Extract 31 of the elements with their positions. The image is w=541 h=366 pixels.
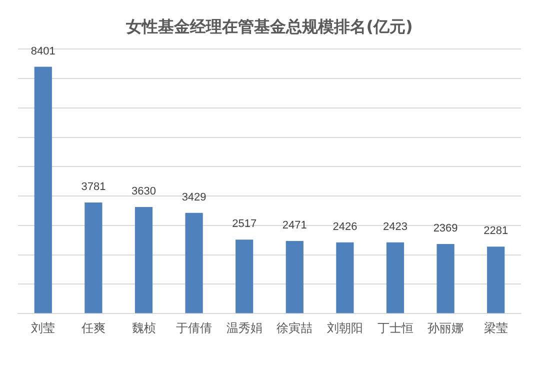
x-tick-label: 梁莹 — [484, 320, 508, 335]
data-label: 3781 — [81, 181, 106, 194]
data-label: 8401 — [30, 45, 56, 58]
x-tick-label: 刘朝阳 — [326, 320, 363, 335]
x-tick-label: 于倩倩 — [176, 320, 212, 335]
data-label: 2471 — [282, 220, 307, 232]
data-label: 3630 — [132, 185, 156, 198]
bar — [185, 212, 203, 314]
data-label: 3429 — [182, 191, 206, 204]
chart-title: 女性基金经理在管基金总规模排名(亿元) — [125, 16, 413, 36]
data-label: 2426 — [332, 220, 358, 233]
x-tick-label: 魏桢 — [132, 320, 156, 335]
bar — [84, 202, 102, 314]
bar — [236, 240, 254, 314]
bar — [134, 206, 153, 314]
data-label: 2281 — [484, 225, 508, 238]
data-label: 2423 — [383, 220, 408, 233]
bar — [386, 242, 404, 314]
x-tick-label: 丁士恒 — [377, 320, 414, 335]
x-tick-label: 孙丽娜 — [428, 320, 464, 335]
bar — [286, 241, 304, 314]
data-label: 2517 — [232, 218, 257, 230]
bar — [436, 244, 454, 314]
x-tick-label: 徐寅喆 — [276, 320, 313, 335]
bar — [34, 66, 52, 314]
x-tick-label: 温秀娟 — [226, 320, 262, 335]
data-label: 2369 — [433, 222, 458, 235]
x-tick-label: 任爽 — [80, 320, 106, 335]
bar — [336, 242, 354, 314]
bar — [487, 246, 505, 314]
x-tick-label: 刘莹 — [31, 320, 56, 335]
